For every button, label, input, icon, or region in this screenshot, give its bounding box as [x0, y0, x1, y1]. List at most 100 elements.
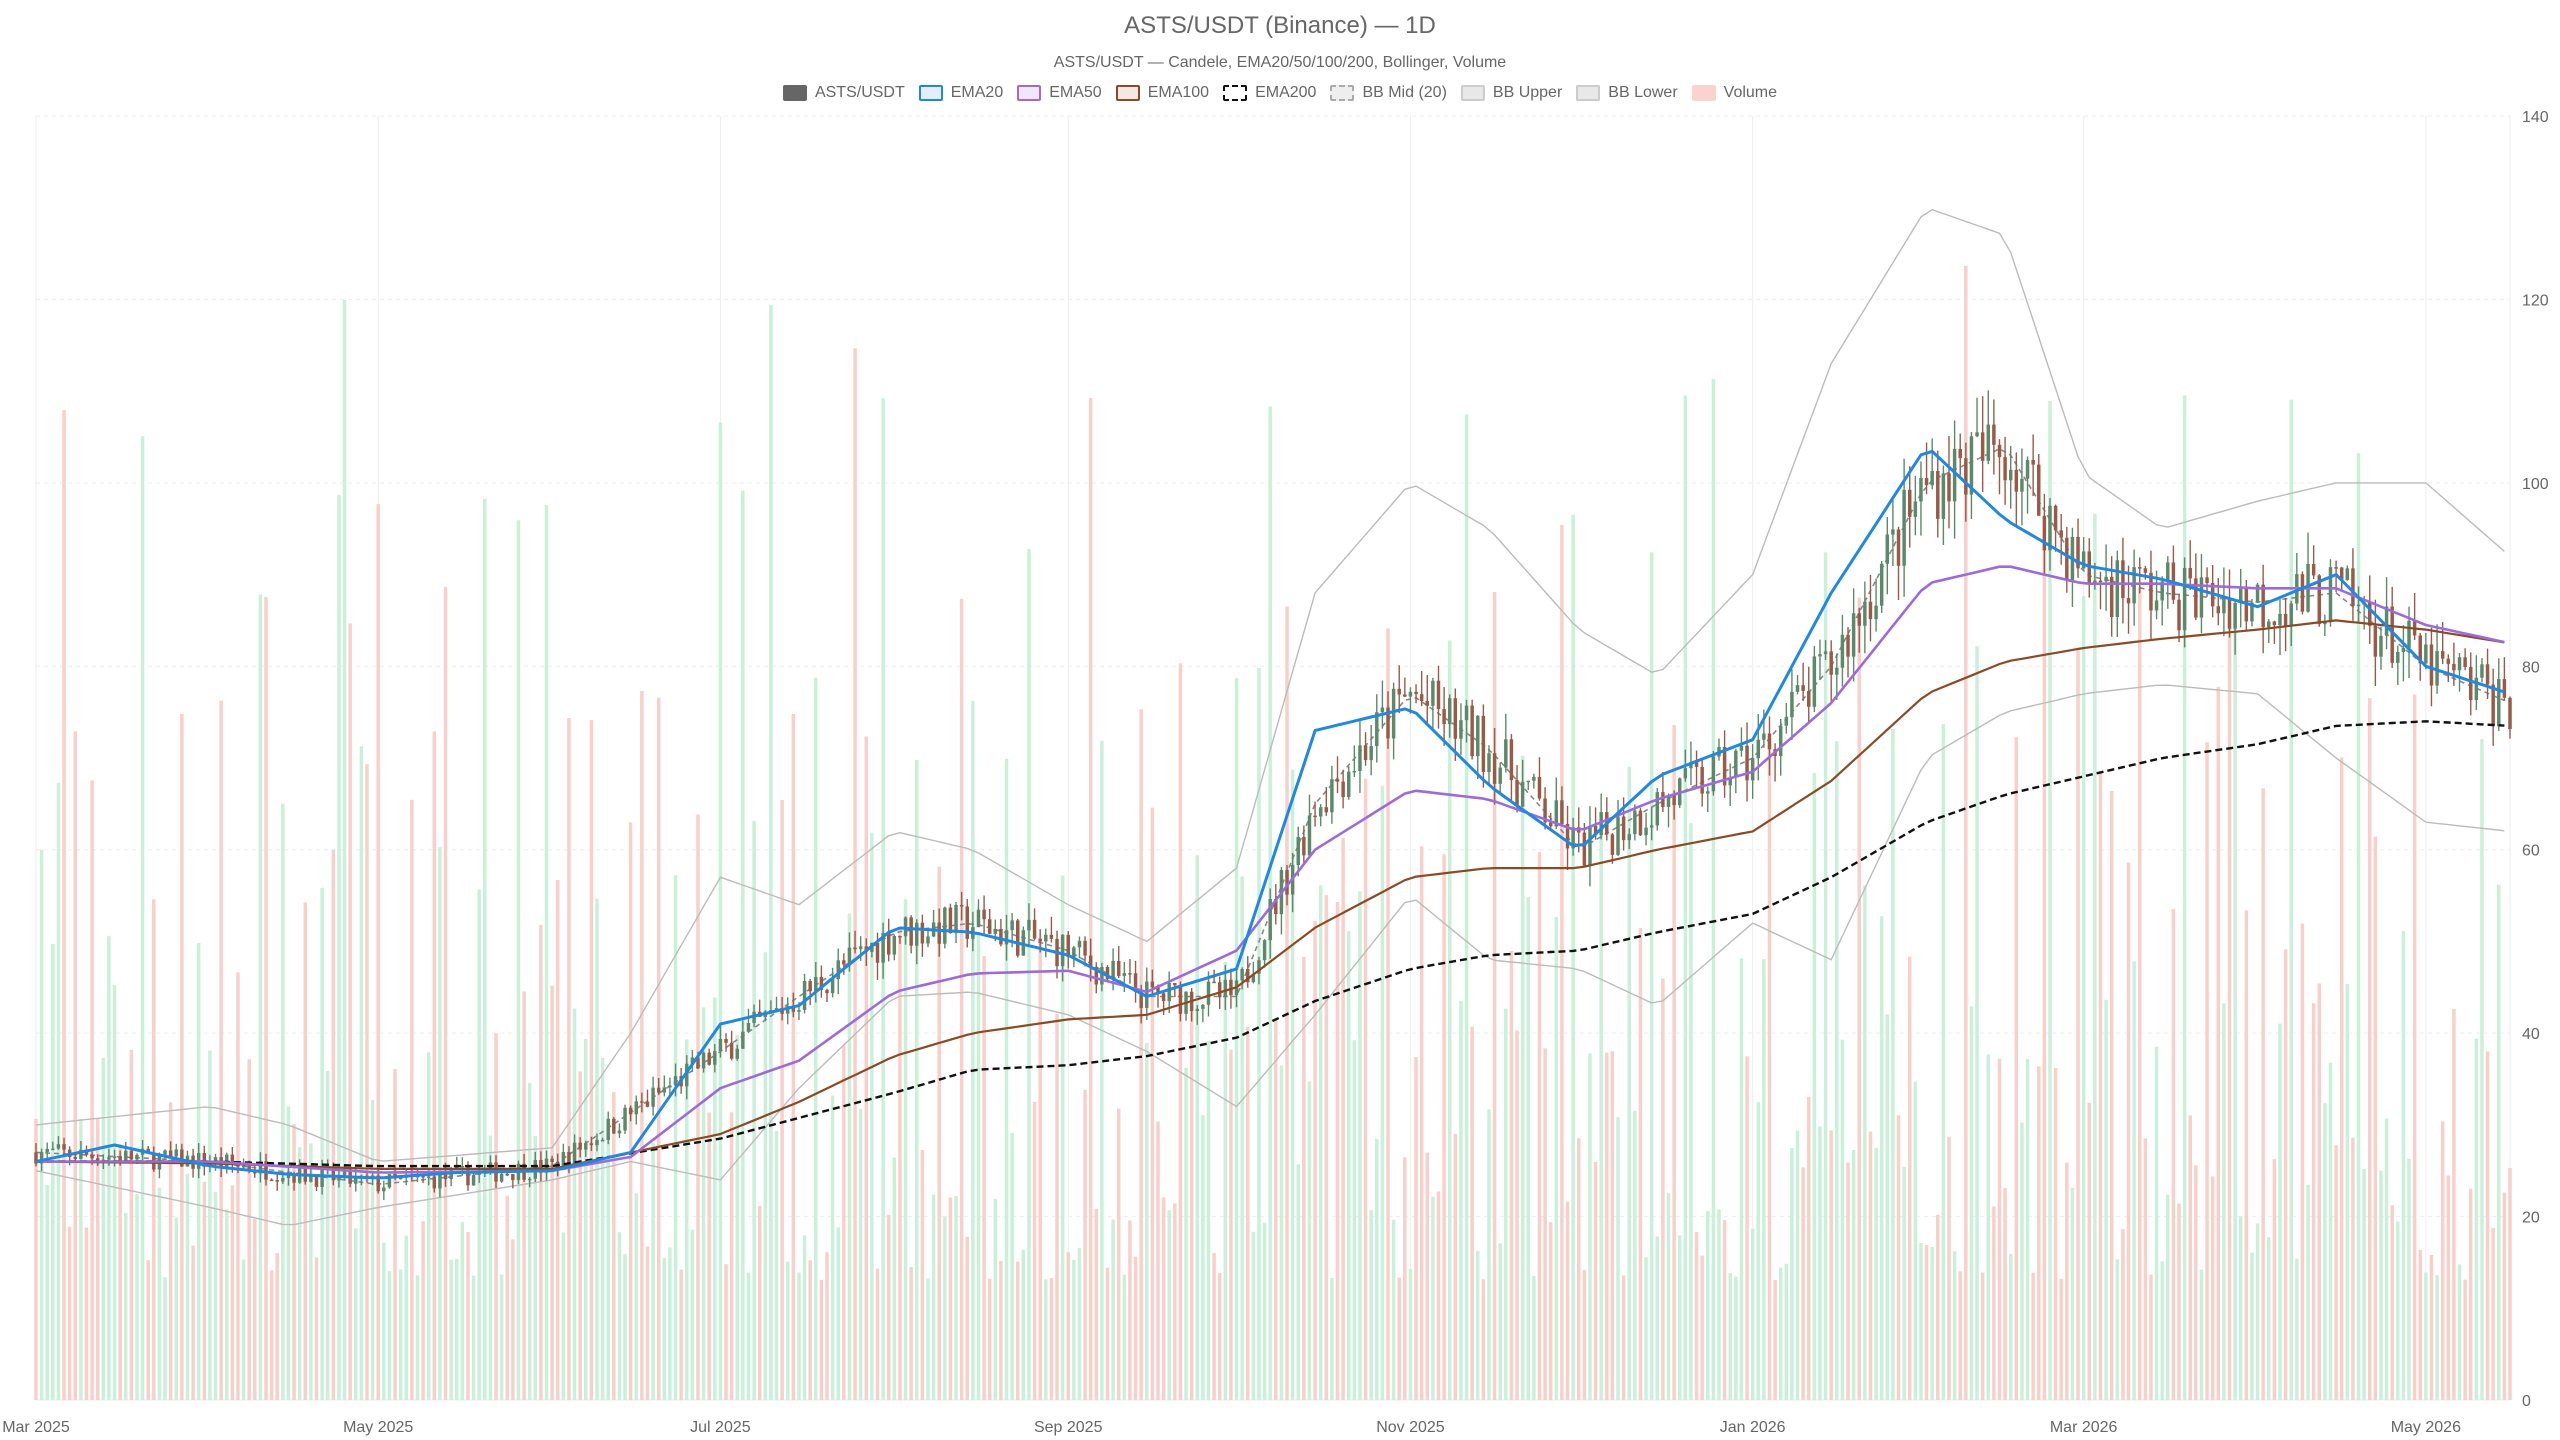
candle-body — [2440, 651, 2445, 659]
candle-body — [1532, 776, 1536, 781]
candle-body — [1582, 832, 1587, 866]
series-line-bb-lower — [35, 684, 2505, 1226]
volume-bar — [325, 1070, 330, 1400]
volume-bar — [2014, 737, 2019, 1400]
volume-bar — [1442, 854, 1446, 1400]
candle-body — [286, 1173, 291, 1179]
candle-body — [1734, 750, 1738, 778]
volume-bar — [1930, 1246, 1934, 1400]
candle-body — [903, 917, 908, 937]
volume-bar — [118, 1144, 122, 1400]
candle-body — [1683, 768, 1688, 779]
legend-swatch — [1460, 85, 1485, 101]
legend-item[interactable]: BB Lower — [1576, 84, 1678, 102]
candle-body — [673, 1076, 678, 1086]
candle-body — [718, 1039, 723, 1052]
volume-bar — [612, 1092, 616, 1400]
volume-bar — [2160, 1261, 2164, 1400]
volume-bar — [2468, 1188, 2473, 1400]
candle-body — [1274, 899, 1278, 915]
volume-bar — [2199, 1269, 2204, 1400]
candle-body — [527, 1178, 532, 1181]
volume-bar — [1346, 931, 1351, 1400]
volume-bar — [915, 760, 919, 1400]
candle-body — [1711, 756, 1716, 792]
candle-body — [2289, 603, 2293, 627]
volume-bar — [494, 1033, 498, 1400]
candle-body — [1902, 489, 1906, 566]
volume-bar — [1638, 928, 1643, 1400]
legend-item[interactable]: ASTS/USDT — [782, 84, 905, 102]
volume-bar — [90, 780, 94, 1400]
volume-bar — [1184, 1067, 1188, 1400]
volume-bar — [1397, 1277, 1401, 1400]
candle-body — [1229, 979, 1233, 996]
candle-body — [2121, 560, 2125, 599]
candle-body — [1778, 725, 1783, 757]
volume-bar — [1874, 1147, 1878, 1400]
volume-bar — [1739, 958, 1744, 1400]
candle-body — [808, 980, 812, 992]
volume-bar — [382, 1242, 386, 1400]
legend-item[interactable]: BB Mid (20) — [1330, 84, 1447, 102]
legend-item[interactable]: EMA200 — [1223, 84, 1316, 102]
candle-body — [567, 1151, 571, 1166]
volume-bar — [2126, 862, 2131, 1400]
candle-layer — [34, 390, 2512, 1201]
volume-bar — [1307, 1081, 1312, 1400]
volume-bar — [982, 956, 986, 1400]
volume-bar — [1694, 1232, 1699, 1400]
volume-bar — [931, 1194, 936, 1400]
volume-bar — [1773, 1279, 1777, 1400]
volume-bar — [1060, 875, 1065, 1400]
legend-item[interactable]: EMA50 — [1017, 84, 1102, 102]
candle-body — [2457, 657, 2462, 671]
candle-body — [292, 1173, 296, 1183]
volume-bar — [763, 952, 768, 1400]
candle-body — [2345, 568, 2350, 581]
volume-bar — [718, 422, 723, 1400]
volume-bar — [752, 820, 756, 1400]
volume-bar — [948, 1197, 953, 1400]
volume-bar — [1891, 728, 1895, 1400]
volume-bar — [1133, 1256, 1138, 1400]
legend-item[interactable]: EMA100 — [1115, 84, 1209, 102]
candle-body — [2194, 578, 2198, 618]
volume-bar — [2440, 1121, 2445, 1400]
candle-body — [1307, 815, 1312, 856]
volume-bar — [95, 1117, 100, 1400]
candle-body — [1571, 827, 1575, 849]
candle-body — [1487, 753, 1491, 773]
candle-body — [426, 1176, 431, 1179]
candle-body — [1223, 979, 1228, 998]
candle-body — [830, 979, 835, 994]
candle-body — [1341, 781, 1345, 798]
legend-item[interactable]: EMA20 — [918, 84, 1003, 102]
candle-body — [2149, 572, 2153, 611]
candle-body — [1672, 795, 1676, 806]
volume-bar — [1756, 1102, 1761, 1400]
legend-item[interactable]: Volume — [1691, 84, 1777, 102]
volume-bar — [2328, 1062, 2333, 1400]
volume-bar — [2452, 1008, 2456, 1400]
y-tick-label: 140 — [2522, 109, 2549, 126]
candle-body — [2250, 602, 2254, 622]
volume-bar — [387, 1270, 392, 1400]
volume-bar — [471, 1275, 476, 1400]
volume-bar — [410, 799, 414, 1400]
y-tick-label: 60 — [2522, 843, 2540, 860]
candle-body — [1975, 432, 1979, 437]
candle-body — [2014, 469, 2019, 492]
x-tick-label: Jul 2025 — [690, 1419, 751, 1436]
volume-bar — [337, 495, 341, 1401]
legend-item[interactable]: BB Upper — [1460, 84, 1562, 102]
volume-bar — [314, 1257, 319, 1400]
volume-bar — [208, 1050, 212, 1400]
volume-bar — [455, 1258, 459, 1400]
volume-bar — [2339, 757, 2344, 1400]
legend-swatch — [1691, 85, 1716, 101]
volume-bar — [443, 586, 448, 1400]
volume-bar — [971, 700, 975, 1400]
volume-bar — [1823, 552, 1828, 1400]
volume-bar — [348, 623, 352, 1400]
